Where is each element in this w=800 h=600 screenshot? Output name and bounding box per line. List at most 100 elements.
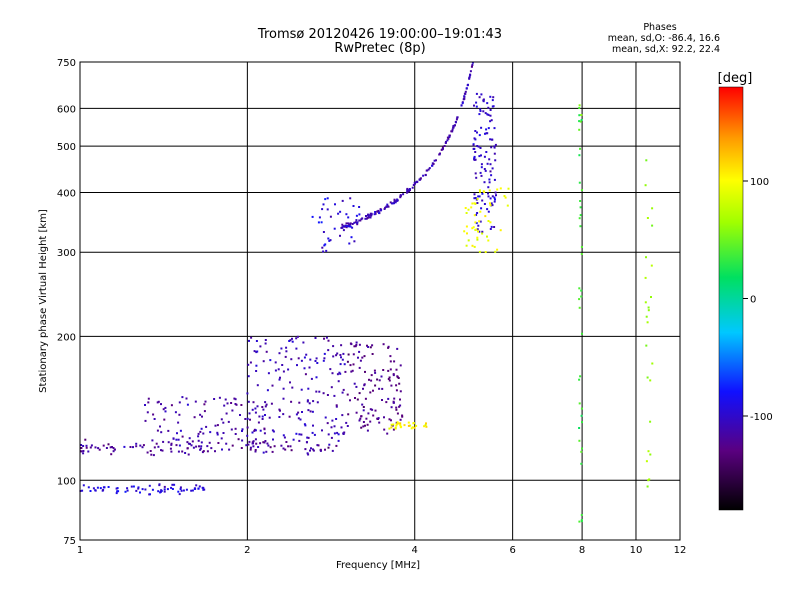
x-axis-label: Frequency [MHz] [336,560,420,571]
data-point [80,444,83,446]
data-point [450,130,453,133]
data-point [476,131,478,134]
data-point [366,344,368,347]
data-point [319,448,322,451]
data-point [110,453,113,456]
data-point [249,448,252,451]
data-point [345,222,348,225]
data-point [491,195,494,198]
data-point [204,400,207,403]
data-point [354,397,356,399]
data-point [493,152,496,155]
data-point [157,400,160,403]
data-point [416,181,419,183]
data-point [389,201,392,204]
data-point [478,155,481,158]
data-point [214,424,217,427]
data-point [388,427,391,430]
data-point [278,378,281,381]
data-point [479,171,482,174]
data-point [181,396,184,399]
data-point [252,440,255,443]
data-point [152,413,155,416]
data-point [330,436,333,439]
data-point [311,215,314,218]
data-point [90,444,93,447]
data-point [483,168,486,170]
data-point [473,155,476,158]
data-point [476,228,479,231]
data-point [237,438,240,441]
data-point [481,199,484,202]
data-point [264,440,267,442]
data-point [376,210,379,213]
data-point [479,147,482,149]
data-point [324,243,327,246]
data-point [82,484,85,487]
data-point [366,429,369,432]
data-point [395,423,398,426]
data-point [644,184,647,187]
data-point [487,192,489,195]
data-point [234,398,237,401]
data-point [337,212,340,215]
data-point [493,146,496,149]
data-point [217,442,220,444]
data-point [295,413,298,416]
data-point [158,484,161,487]
data-point [335,404,338,407]
colorbar-label: [deg] [718,71,753,86]
data-point [327,446,330,449]
data-point [493,196,496,199]
data-point [492,96,495,99]
data-point [468,77,471,80]
data-point [578,427,581,429]
data-point [358,219,361,222]
data-point [413,426,416,429]
data-point [647,309,650,312]
data-point [474,221,477,224]
data-point [111,446,113,448]
data-point [580,514,583,516]
data-point [216,424,219,427]
data-point [274,369,277,372]
data-point [326,208,329,211]
data-point [262,360,265,363]
data-point [353,221,356,224]
data-point [446,136,449,139]
data-point [581,447,583,450]
data-point [326,197,329,200]
y-axis-label: Stationary phase Virtual Height [km] [38,209,49,393]
data-point [178,493,181,496]
data-point [333,227,336,230]
data-point [377,417,380,420]
data-point [248,339,250,342]
data-point [382,343,385,346]
data-point [479,190,481,193]
data-point [483,155,486,158]
data-point [356,398,359,401]
data-point [249,418,251,421]
data-point [179,488,182,490]
data-point [408,189,411,192]
data-point [160,403,162,406]
data-point [480,126,483,129]
data-point [139,491,141,494]
data-point [87,486,90,489]
data-point [257,446,260,448]
data-point [350,236,353,239]
data-point [263,428,266,431]
data-point [321,246,324,249]
colorbar-tick-label: 0 [750,295,756,306]
data-point [392,401,395,404]
data-point [314,360,317,362]
data-point [199,448,202,451]
data-point [490,119,493,122]
data-point [163,418,166,421]
data-point [262,451,265,454]
data-point [198,485,201,488]
data-point [399,426,402,429]
data-point [222,432,225,434]
data-point [306,399,309,402]
data-point [345,213,348,216]
